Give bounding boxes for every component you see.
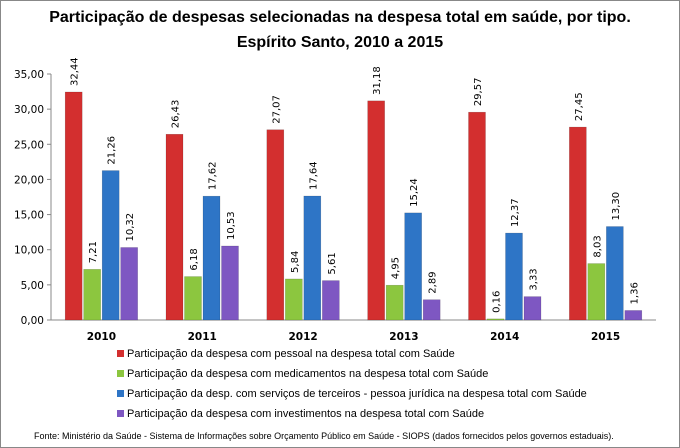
bar-2014-series-2 — [486, 318, 505, 321]
legend-swatch — [117, 370, 124, 377]
bar-2011-series-3 — [202, 195, 221, 321]
bar-2012-series-3 — [303, 195, 322, 321]
data-label: 5,61 — [327, 252, 338, 274]
bar-2015-series-4 — [624, 310, 643, 321]
data-label: 17,64 — [308, 161, 319, 190]
data-label: 32,44 — [70, 57, 81, 86]
data-label: 3,33 — [529, 268, 540, 290]
legend-item: Participação da despesa com medicamentos… — [117, 368, 488, 380]
bar-2011-series-4 — [221, 245, 239, 321]
bar-2014-series-1 — [468, 111, 486, 321]
data-label: 4,95 — [391, 257, 402, 279]
data-label: 10,53 — [226, 211, 237, 240]
bar-2012-series-4 — [322, 280, 340, 321]
data-label: 8,03 — [592, 235, 603, 257]
data-label: 12,37 — [510, 198, 521, 227]
bar-2015-series-2 — [587, 263, 606, 321]
bar-2011-series-1 — [165, 133, 184, 321]
legend-label: Participação da despesa com investimento… — [127, 408, 485, 420]
bar-2013-series-4 — [422, 299, 441, 321]
chart-subtitle: Espírito Santo, 2010 a 2015 — [236, 34, 444, 51]
legend-item: Participação da desp. com serviços de te… — [117, 388, 587, 400]
x-tick-label: 2012 — [288, 331, 317, 341]
x-tick-label: 2013 — [389, 331, 418, 341]
bar-2010-series-3 — [101, 170, 120, 321]
data-label: 7,21 — [88, 241, 99, 263]
legend-swatch — [117, 350, 124, 357]
bar-2010-series-1 — [64, 91, 83, 321]
bar-2014-series-4 — [523, 296, 542, 321]
bar-2013-series-1 — [367, 100, 385, 321]
legend-label: Participação da despesa com pessoal na d… — [127, 348, 455, 360]
data-label: 0,16 — [492, 291, 503, 313]
bar-2013-series-2 — [385, 284, 404, 321]
data-label: 10,32 — [125, 213, 136, 242]
x-tick-label: 2014 — [490, 331, 519, 341]
bar-2013-series-3 — [404, 212, 422, 321]
x-tick-label: 2010 — [87, 331, 116, 341]
data-label: 2,89 — [428, 271, 439, 293]
data-label: 21,26 — [107, 136, 118, 165]
data-label: 27,45 — [574, 92, 585, 121]
data-label: 13,30 — [611, 192, 622, 221]
y-tick-label: 5,00 — [21, 280, 44, 292]
data-label: 6,18 — [189, 248, 200, 270]
x-tick-label: 2015 — [591, 331, 620, 341]
y-tick-label: 15,00 — [14, 210, 44, 222]
bar-2015-series-3 — [606, 226, 624, 321]
bar-2015-series-1 — [569, 126, 587, 321]
legend-swatch — [117, 390, 124, 397]
x-tick-label: 2011 — [188, 331, 217, 341]
bar-2014-series-3 — [505, 232, 523, 321]
legend-swatch — [117, 410, 124, 417]
bar-2011-series-2 — [184, 276, 202, 321]
bar-2010-series-2 — [83, 269, 101, 321]
bar-2010-series-4 — [120, 247, 138, 321]
plot-area: 0,00 5,00 10,00 15,00 20,00 25,00 30,00 35,00 20… — [14, 57, 656, 341]
y-tick-label: 35,00 — [14, 69, 44, 81]
data-label: 29,57 — [473, 78, 484, 107]
data-label: 27,07 — [271, 95, 282, 124]
y-tick-label: 0,00 — [21, 315, 44, 327]
data-label: 31,18 — [372, 66, 383, 95]
chart-title: Participação de despesas selecionadas na… — [49, 9, 631, 26]
data-label: 15,24 — [409, 178, 420, 207]
data-label: 26,43 — [171, 100, 182, 129]
legend-label: Participação da despesa com medicamentos… — [127, 368, 489, 380]
legend-label: Participação da desp. com serviços de te… — [127, 388, 587, 400]
y-tick-label: 20,00 — [14, 174, 44, 186]
bar-2012-series-2 — [285, 278, 303, 321]
data-label: 17,62 — [208, 162, 219, 191]
legend-item: Participação da despesa com investimento… — [117, 408, 484, 420]
bar-2012-series-1 — [266, 129, 285, 321]
y-tick-label: 10,00 — [14, 245, 44, 257]
y-tick-label: 25,00 — [14, 139, 44, 151]
data-label: 5,84 — [290, 251, 301, 273]
legend-item: Participação da despesa com pessoal na d… — [117, 348, 455, 360]
data-label: 1,36 — [629, 282, 640, 304]
source-note: Fonte: Ministério da Saúde - Sistema de … — [34, 431, 614, 441]
y-tick-label: 30,00 — [14, 104, 44, 116]
